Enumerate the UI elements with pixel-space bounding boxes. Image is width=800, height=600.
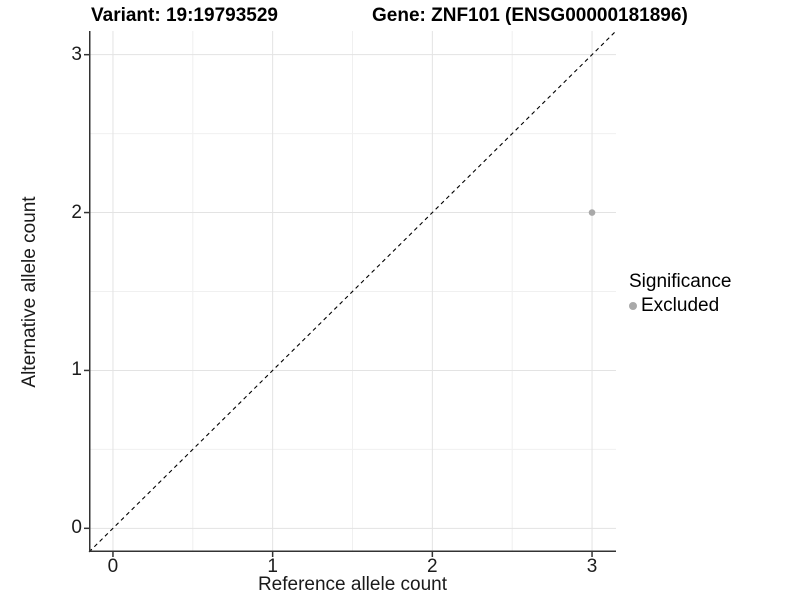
data-point bbox=[588, 209, 596, 216]
y-tick-label: 0 bbox=[71, 517, 82, 539]
x-tick-label: 0 bbox=[107, 556, 119, 577]
legend: Significance Excluded bbox=[629, 271, 731, 317]
x-tick-label: 2 bbox=[427, 556, 438, 577]
y-axis-title: Alternative allele count bbox=[19, 196, 40, 388]
y-tick-label: 2 bbox=[71, 201, 82, 223]
legend-title: Significance bbox=[629, 271, 732, 292]
y-tick-label: 1 bbox=[71, 359, 82, 381]
plot-panel bbox=[84, 30, 617, 557]
legend-item-label: Excluded bbox=[641, 295, 720, 316]
x-axis-title: Reference allele count bbox=[257, 574, 448, 595]
identity-line bbox=[88, 30, 617, 553]
x-tick-label: 3 bbox=[586, 556, 598, 577]
variant-title: Variant: 19:19793529 bbox=[91, 5, 278, 26]
y-tick-label: 3 bbox=[71, 43, 82, 65]
legend-item-excluded: Excluded bbox=[629, 295, 731, 317]
x-tick-label: 1 bbox=[267, 556, 278, 577]
circle-icon bbox=[629, 302, 637, 310]
gene-title: Gene: ZNF101 (ENSG00000181896) bbox=[372, 5, 688, 26]
